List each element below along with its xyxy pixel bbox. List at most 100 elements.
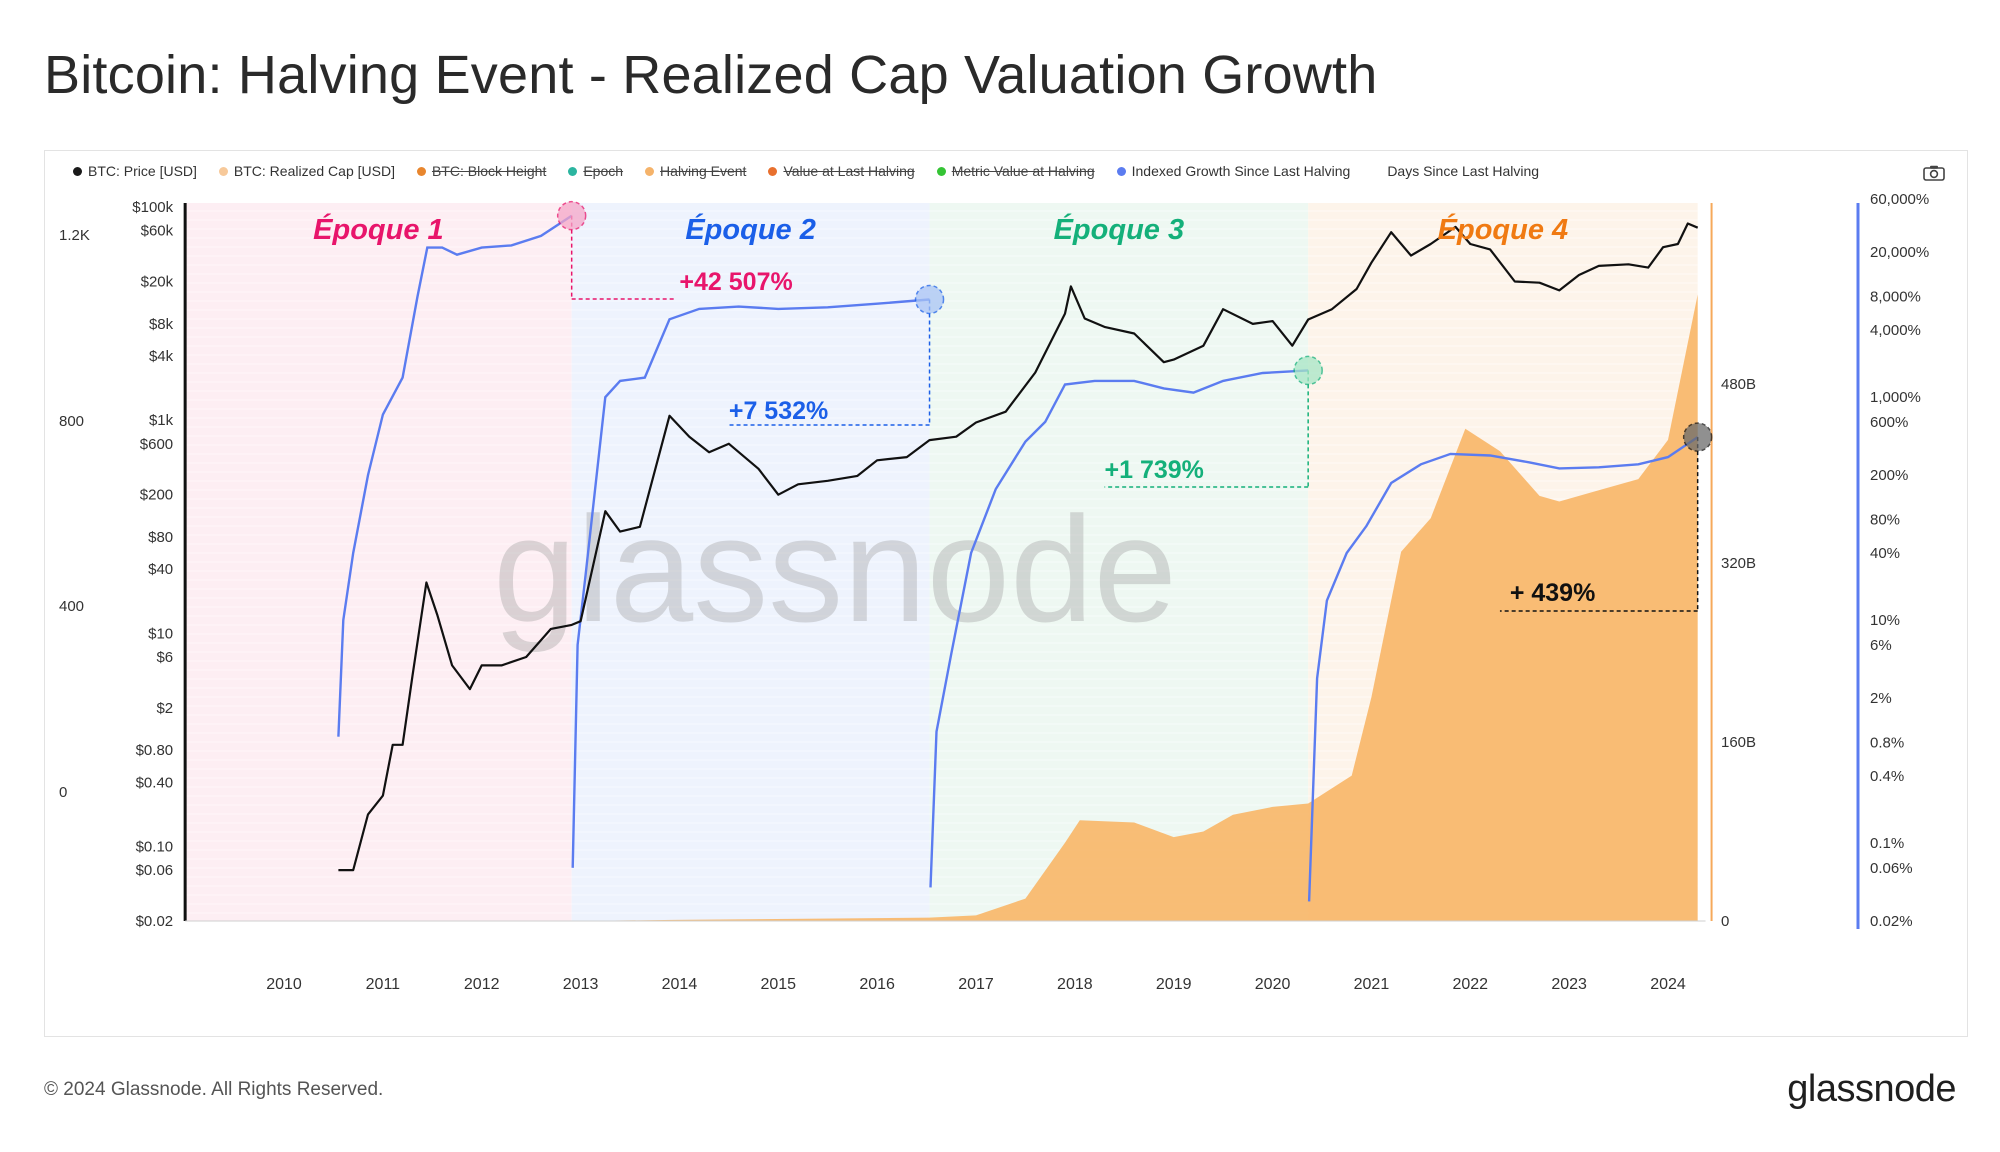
x-tick-label: 2017 <box>958 976 994 993</box>
legend-item[interactable]: Epoch <box>568 163 623 179</box>
growth-axis-tick: 1,000% <box>1870 389 1921 406</box>
x-tick-label: 2019 <box>1156 976 1192 993</box>
legend-marker <box>936 166 946 176</box>
legend-marker <box>416 166 426 176</box>
x-tick-label: 2010 <box>266 976 302 993</box>
realized-cap-area <box>338 294 1698 921</box>
legend-label: BTC: Block Height <box>431 163 547 179</box>
growth-axis-tick: 80% <box>1870 511 1900 528</box>
price-axis-tick: $6 <box>156 649 173 666</box>
legend-label: Indexed Growth Since Last Halving <box>1131 163 1351 179</box>
copyright-text: © 2024 Glassnode. All Rights Reserved. <box>44 1079 384 1100</box>
legend-item[interactable]: BTC: Block Height <box>416 163 547 179</box>
chart-legend: BTC: Price [USD] BTC: Realized Cap [USD] B… <box>73 163 1539 179</box>
epoch-label: Époque 4 <box>1438 213 1569 246</box>
x-tick-label: 2014 <box>662 976 698 993</box>
legend-label: Halving Event <box>660 163 747 179</box>
realized-cap-axis-tick: 0 <box>1721 913 1729 930</box>
growth-axis-tick: 8,000% <box>1870 289 1921 306</box>
x-tick-label: 2011 <box>366 976 401 993</box>
price-axis-tick: $2 <box>156 700 173 717</box>
chart-panel: BTC: Price [USD] BTC: Realized Cap [USD] B… <box>44 150 1968 1037</box>
price-axis-tick: $20k <box>141 273 174 290</box>
x-tick-label: 2013 <box>563 976 599 993</box>
price-axis-tick: $0.40 <box>136 774 174 791</box>
x-tick-label: 2023 <box>1551 976 1587 993</box>
x-tick-label: 2024 <box>1650 976 1686 993</box>
growth-axis-tick: 200% <box>1870 467 1908 484</box>
growth-axis-tick: 0.4% <box>1870 768 1904 785</box>
price-axis-tick: $80 <box>148 529 173 546</box>
legend-label: Epoch <box>583 163 624 179</box>
price-axis-tick: $0.80 <box>136 742 174 759</box>
growth-axis-tick: 6% <box>1870 637 1892 654</box>
glassnode-logo[interactable]: glassnode <box>1787 1068 1956 1110</box>
halving-marker <box>914 284 945 315</box>
growth-axis-tick: 4,000% <box>1870 322 1921 339</box>
days-axis-tick: 1.2K <box>59 227 90 244</box>
epoch-label: Époque 3 <box>1054 213 1185 246</box>
legend-label: BTC: Realized Cap [USD] <box>233 163 395 179</box>
legend-item[interactable]: Days Since Last Halving <box>1372 163 1539 179</box>
legend-marker <box>218 166 228 176</box>
price-axis-tick: $600 <box>140 436 173 453</box>
growth-axis-tick: 40% <box>1870 545 1900 562</box>
halving-marker <box>1293 355 1323 386</box>
growth-axis-tick: 10% <box>1870 612 1900 629</box>
growth-axis-tick: 20,000% <box>1870 244 1929 261</box>
x-tick-label: 2021 <box>1354 976 1390 993</box>
x-tick-label: 2018 <box>1057 976 1093 993</box>
page-title: Bitcoin: Halving Event - Realized Cap Va… <box>44 45 1378 105</box>
days-axis-tick: 800 <box>59 413 84 430</box>
legend-marker <box>645 166 655 176</box>
legend-label: Value at Last Halving <box>783 163 915 179</box>
legend-marker <box>768 166 778 176</box>
growth-annotation: + 439% <box>1510 579 1596 607</box>
legend-item[interactable]: Halving Event <box>645 163 746 179</box>
price-axis-tick: $4k <box>149 348 174 365</box>
growth-axis-tick: 600% <box>1870 414 1908 431</box>
legend-item[interactable]: BTC: Price [USD] <box>73 163 197 179</box>
growth-axis-tick: 0.8% <box>1870 734 1904 751</box>
price-axis-tick: $1k <box>149 412 174 429</box>
legend-marker <box>568 166 578 176</box>
legend-marker <box>73 166 82 176</box>
realized-cap-axis-tick: 480B <box>1721 376 1756 393</box>
price-axis-tick: $60k <box>141 223 174 240</box>
x-tick-label: 2012 <box>464 976 500 993</box>
indexed-growth-line <box>337 214 1699 902</box>
legend-label: BTC: Price [USD] <box>88 163 197 179</box>
epoch-label: Époque 1 <box>313 213 444 246</box>
price-axis-tick: $200 <box>140 487 173 504</box>
halving-marker <box>556 200 587 231</box>
price-axis-tick: $10 <box>148 625 173 642</box>
legend-item[interactable]: Metric Value at Halving <box>936 163 1095 179</box>
legend-label: Days Since Last Halving <box>1387 163 1540 179</box>
growth-annotation: +42 507% <box>679 268 792 296</box>
legend-label: Metric Value at Halving <box>951 163 1095 179</box>
camera-icon[interactable] <box>1923 165 1945 181</box>
price-axis-tick: $8k <box>149 316 174 333</box>
legend-marker <box>1116 166 1126 176</box>
epoch-label: Époque 2 <box>685 213 816 246</box>
growth-annotation: +1 739% <box>1105 456 1204 484</box>
growth-axis-tick: 60,000% <box>1870 191 1929 208</box>
x-tick-label: 2016 <box>859 976 895 993</box>
growth-axis-tick: 2% <box>1870 690 1892 707</box>
days-axis-tick: 0 <box>59 784 67 801</box>
chart-canvas: glassnode 2010 2011 2012 2013 2014 2015 2016 201… <box>59 191 1929 993</box>
days-axis-tick: 400 <box>59 598 84 615</box>
growth-axis-tick: 0.06% <box>1870 860 1913 877</box>
legend-item[interactable]: Value at Last Halving <box>768 163 915 179</box>
price-axis-tick: $40 <box>148 561 173 578</box>
growth-axis-tick: 0.1% <box>1870 835 1904 852</box>
price-axis-tick: $0.06 <box>136 862 174 879</box>
price-axis-tick: $0.02 <box>136 913 174 930</box>
price-axis-tick: $0.10 <box>136 839 174 856</box>
legend-item[interactable]: Indexed Growth Since Last Halving <box>1116 163 1351 179</box>
growth-annotation: +7 532% <box>729 397 828 425</box>
realized-cap-axis-tick: 160B <box>1721 734 1756 751</box>
legend-item[interactable]: BTC: Realized Cap [USD] <box>218 163 395 179</box>
halving-marker <box>1682 422 1713 452</box>
x-tick-label: 2020 <box>1255 976 1291 993</box>
